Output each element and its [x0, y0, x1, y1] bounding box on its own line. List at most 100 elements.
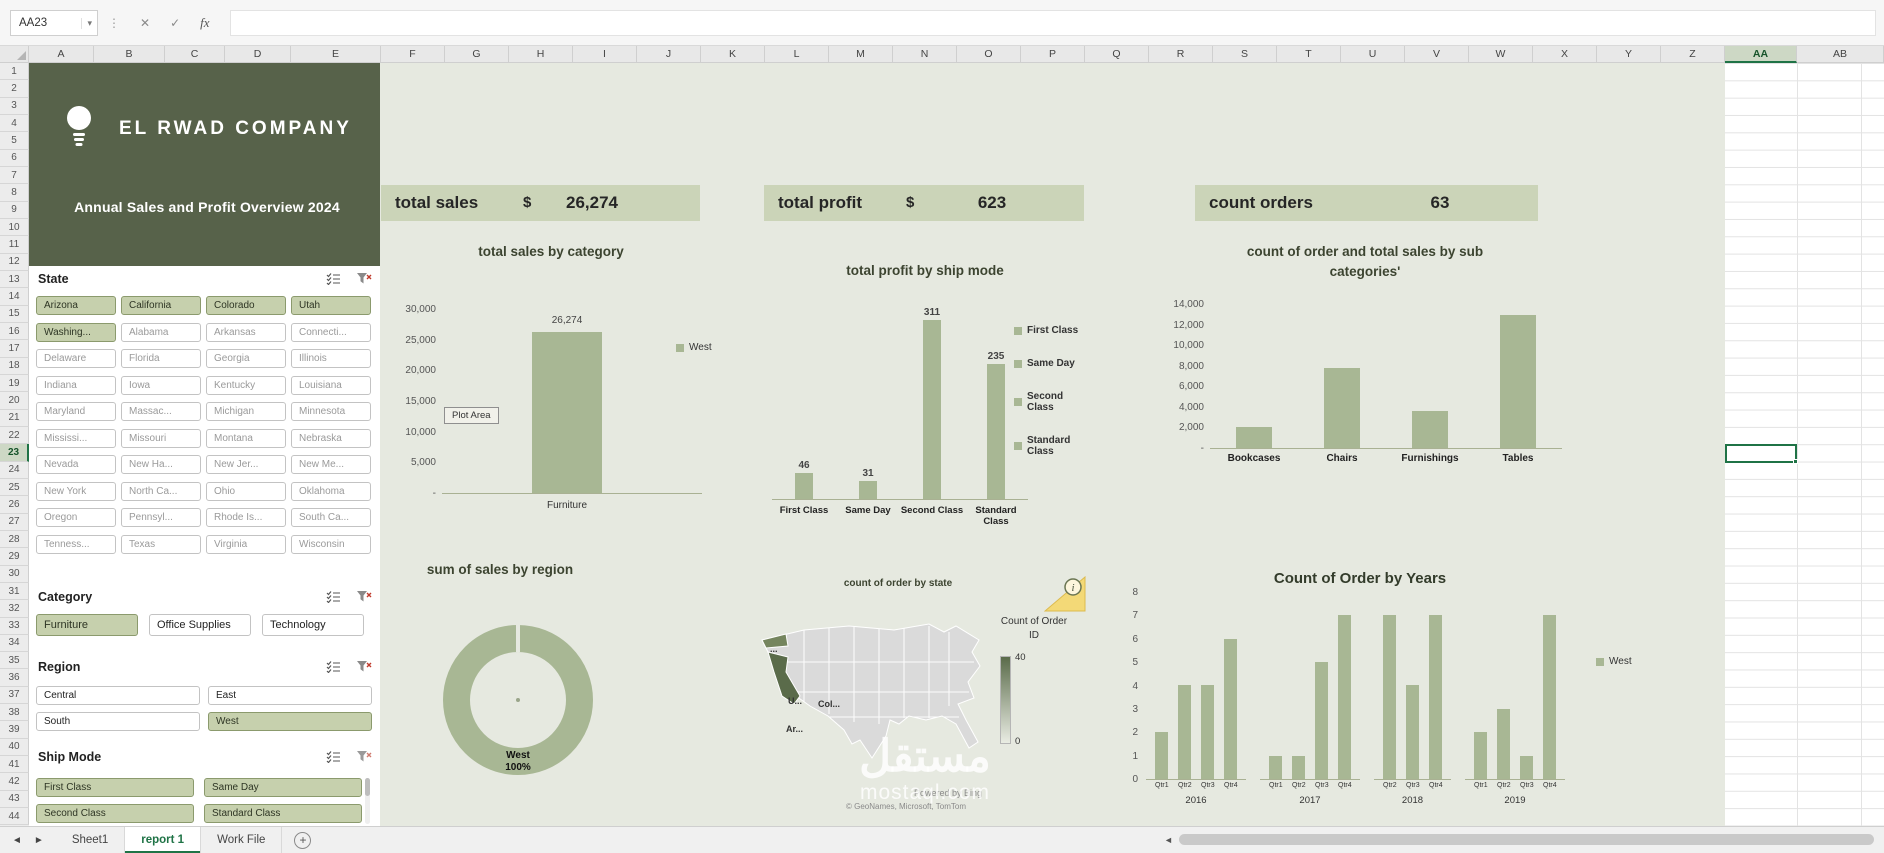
clear-filter-icon[interactable]: [357, 750, 373, 764]
slicer-item-ship_mode[interactable]: Same Day: [204, 778, 362, 797]
multi-select-icon[interactable]: [326, 751, 341, 763]
bar[interactable]: [1474, 732, 1487, 779]
slicer-item-state[interactable]: Washing...: [36, 322, 116, 342]
row-header-16[interactable]: 16: [0, 322, 29, 341]
row-header-22[interactable]: 22: [0, 426, 29, 445]
row-header-19[interactable]: 19: [0, 374, 29, 393]
slicer-item-state[interactable]: New York: [36, 481, 116, 501]
insert-function-icon[interactable]: fx: [200, 14, 210, 30]
row-header-2[interactable]: 2: [0, 80, 29, 98]
row-header-44[interactable]: 44: [0, 808, 29, 826]
slicer-item-state[interactable]: Oklahoma: [291, 481, 371, 501]
slicer-item-state[interactable]: Montana: [206, 428, 286, 448]
slicer-item-state[interactable]: Virginia: [206, 534, 286, 554]
row-header-23[interactable]: 23: [0, 444, 29, 462]
slicer-item-state[interactable]: Maryland: [36, 402, 116, 421]
row-header-39[interactable]: 39: [0, 721, 29, 739]
column-header-T[interactable]: T: [1277, 46, 1341, 63]
column-header-F[interactable]: F: [381, 46, 445, 63]
us-map[interactable]: [744, 602, 994, 782]
bar[interactable]: [1269, 756, 1282, 779]
tab-nav-left-icon[interactable]: ◄: [12, 834, 22, 846]
c3-bar-slot[interactable]: [1474, 305, 1562, 448]
slicer-item-state[interactable]: New Ha...: [121, 455, 201, 474]
bar[interactable]: [1201, 685, 1214, 779]
row-header-18[interactable]: 18: [0, 357, 29, 375]
bar[interactable]: [1383, 615, 1396, 779]
tab-nav-right-icon[interactable]: ►: [33, 834, 44, 846]
multi-select-icon[interactable]: [326, 273, 341, 285]
slicer-item-region[interactable]: West: [208, 712, 372, 731]
slicer-item-state[interactable]: Indiana: [36, 375, 116, 395]
column-header-P[interactable]: P: [1021, 46, 1085, 63]
chart-total-sales-by-category[interactable]: total sales by category 30,000 25,000 20,0…: [396, 238, 718, 538]
clear-filter-icon[interactable]: [357, 590, 373, 604]
row-header-42[interactable]: 42: [0, 773, 29, 791]
row-header-12[interactable]: 12: [0, 253, 29, 271]
slicer-item-state[interactable]: Florida: [121, 349, 201, 368]
bar[interactable]: [923, 320, 941, 499]
selected-cell-AA23[interactable]: [1725, 444, 1798, 464]
multi-select-icon[interactable]: [326, 591, 341, 603]
column-header-AB[interactable]: AB: [1797, 46, 1884, 63]
slicer-item-state[interactable]: Illinois: [291, 349, 371, 368]
scroll-left-icon[interactable]: ◄: [1164, 834, 1173, 845]
slicer-item-ship_mode[interactable]: Standard Class: [204, 804, 362, 823]
row-header-6[interactable]: 6: [0, 149, 29, 167]
slicer-item-state[interactable]: Georgia: [206, 349, 286, 368]
row-header-13[interactable]: 13: [0, 270, 29, 289]
c3-plot[interactable]: [1210, 305, 1562, 449]
row-header-31[interactable]: 31: [0, 582, 29, 601]
bar[interactable]: [1520, 756, 1533, 779]
bar[interactable]: [795, 473, 813, 499]
column-header-E[interactable]: E: [291, 46, 381, 63]
column-header-C[interactable]: C: [165, 46, 225, 63]
slicer-item-state[interactable]: Massac...: [121, 402, 201, 421]
column-header-B[interactable]: B: [94, 46, 165, 63]
row-header-35[interactable]: 35: [0, 652, 29, 670]
row-header-27[interactable]: 27: [0, 513, 29, 531]
c3-bar-slot[interactable]: [1298, 305, 1386, 448]
row-header-43[interactable]: 43: [0, 790, 29, 809]
chart-count-of-order-by-state-map[interactable]: count of order by state i: [744, 576, 1094, 821]
column-header-H[interactable]: H: [509, 46, 573, 63]
slicer-item-region[interactable]: South: [36, 712, 200, 731]
row-header-41[interactable]: 41: [0, 756, 29, 774]
column-header-I[interactable]: I: [573, 46, 637, 63]
slicer-item-state[interactable]: New Jer...: [206, 455, 286, 474]
column-header-M[interactable]: M: [829, 46, 893, 63]
slicer-item-state[interactable]: Rhode Is...: [206, 508, 286, 527]
column-header-L[interactable]: L: [765, 46, 829, 63]
row-header-37[interactable]: 37: [0, 686, 29, 705]
row-header-30[interactable]: 30: [0, 565, 29, 583]
c1-plot[interactable]: 26,274: [442, 310, 702, 494]
bar[interactable]: [1324, 368, 1360, 448]
chart-total-profit-by-ship-mode[interactable]: total profit by ship mode 46 31 311 235 Fir…: [760, 255, 1090, 545]
add-sheet-button[interactable]: +: [294, 832, 312, 849]
row-header-24[interactable]: 24: [0, 461, 29, 479]
column-header-Z[interactable]: Z: [1661, 46, 1725, 63]
column-header-S[interactable]: S: [1213, 46, 1277, 63]
bar[interactable]: [1500, 315, 1536, 448]
horizontal-scrollbar[interactable]: ◄: [1164, 826, 1884, 853]
bar[interactable]: [1429, 615, 1442, 779]
row-header-21[interactable]: 21: [0, 409, 29, 427]
slicer-item-state[interactable]: Oregon: [36, 508, 116, 527]
row-header-10[interactable]: 10: [0, 218, 29, 237]
c1-bar[interactable]: [532, 332, 602, 493]
slicer-item-state[interactable]: Nebraska: [291, 428, 371, 448]
sheet-tab-work-file[interactable]: Work File: [201, 827, 283, 853]
slicer-item-state[interactable]: North Ca...: [121, 481, 201, 501]
row-header-38[interactable]: 38: [0, 704, 29, 722]
bar[interactable]: [1292, 756, 1305, 779]
column-header-O[interactable]: O: [957, 46, 1021, 63]
slicer-item-state[interactable]: New Me...: [291, 455, 371, 474]
slicer-item-state[interactable]: Pennsyl...: [121, 508, 201, 527]
c2-plot[interactable]: 46 31 311 235: [772, 307, 1028, 500]
row-header-3[interactable]: 3: [0, 97, 29, 115]
bar[interactable]: [987, 364, 1005, 499]
row-header-15[interactable]: 15: [0, 305, 29, 323]
column-header-Y[interactable]: Y: [1597, 46, 1661, 63]
column-header-X[interactable]: X: [1533, 46, 1597, 63]
c2-bar-slot[interactable]: 235: [964, 310, 1028, 499]
